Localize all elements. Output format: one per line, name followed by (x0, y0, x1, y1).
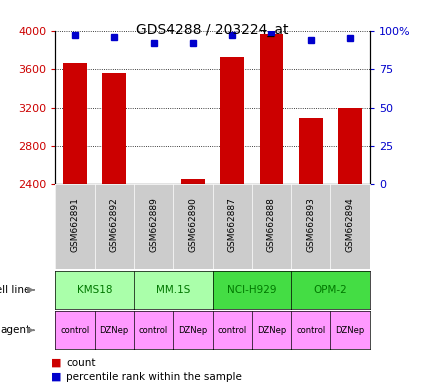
Bar (220, 56, 244, 384)
Text: GSM662887: GSM662887 (228, 197, 237, 252)
Text: GSM662891: GSM662891 (71, 197, 79, 252)
Text: GSM662892: GSM662892 (110, 197, 119, 252)
Text: DZNep: DZNep (178, 326, 207, 335)
Bar (299, 118, 323, 384)
Bar (63, 63, 87, 384)
Text: GSM662893: GSM662893 (306, 197, 315, 252)
Text: KMS18: KMS18 (77, 285, 112, 295)
Text: DZNep: DZNep (99, 326, 129, 335)
Text: percentile rank within the sample: percentile rank within the sample (66, 372, 242, 382)
Text: control: control (218, 326, 247, 335)
Text: count: count (66, 358, 95, 368)
Text: OPM-2: OPM-2 (314, 285, 347, 295)
Bar (181, 179, 204, 384)
Text: cell line: cell line (0, 285, 31, 295)
Text: GSM662889: GSM662889 (149, 197, 158, 252)
Text: control: control (296, 326, 326, 335)
Text: agent: agent (0, 325, 31, 335)
Bar (142, 184, 165, 384)
Text: GSM662894: GSM662894 (346, 197, 354, 252)
Bar (338, 108, 362, 384)
Text: GSM662888: GSM662888 (267, 197, 276, 252)
Text: ■: ■ (51, 372, 62, 382)
Text: DZNep: DZNep (335, 326, 365, 335)
Text: control: control (60, 326, 90, 335)
Text: control: control (139, 326, 168, 335)
Text: GSM662890: GSM662890 (188, 197, 197, 252)
Bar (260, 33, 283, 384)
Text: DZNep: DZNep (257, 326, 286, 335)
Text: GDS4288 / 203224_at: GDS4288 / 203224_at (136, 23, 289, 37)
Text: MM.1S: MM.1S (156, 285, 190, 295)
Text: NCI-H929: NCI-H929 (227, 285, 277, 295)
Text: ■: ■ (51, 358, 62, 368)
Bar (102, 73, 126, 384)
